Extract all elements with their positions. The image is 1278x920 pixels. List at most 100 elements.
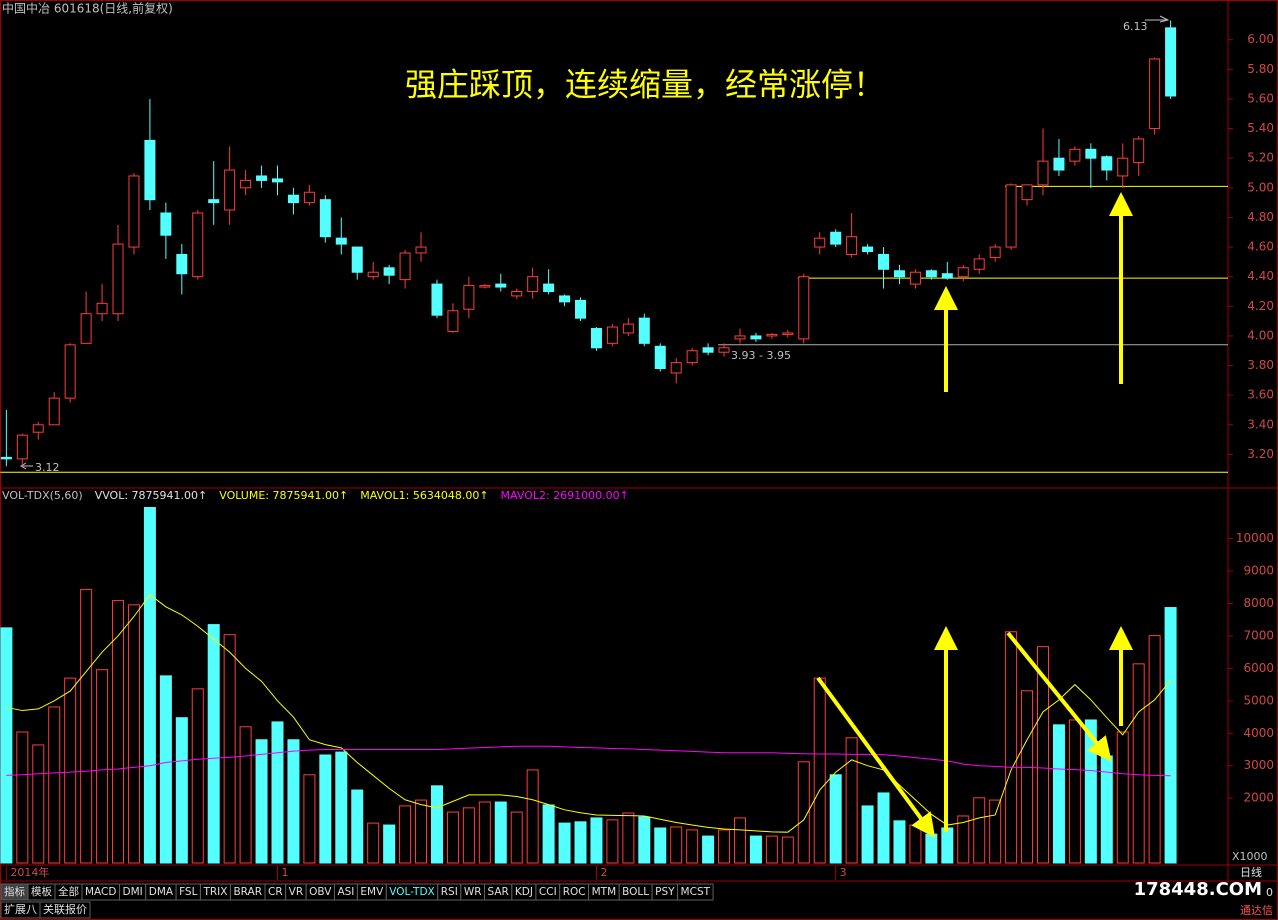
volume-bar: [574, 821, 587, 864]
candle-body: [303, 191, 315, 204]
tab-label[interactable]: BRAR: [233, 886, 262, 898]
tab-label[interactable]: OBV: [309, 886, 332, 898]
candle-body: [64, 344, 76, 399]
tab-label[interactable]: PSY: [655, 886, 675, 898]
tab-label[interactable]: 关联报价: [43, 902, 87, 916]
tab-label[interactable]: ASI: [337, 886, 354, 898]
tab-label[interactable]: KDJ: [515, 886, 533, 898]
y-tick-label: 4.20: [1247, 299, 1274, 313]
candle-body: [957, 267, 969, 278]
volume-bar: [718, 829, 731, 864]
volume-bar: [749, 835, 762, 864]
candle-body: [32, 424, 44, 433]
site-label: 178448.COM: [1134, 879, 1262, 900]
tab-label[interactable]: TRIX: [202, 886, 227, 898]
candle-body: [862, 246, 874, 253]
candle-body: [48, 397, 60, 426]
candle-body: [559, 295, 571, 303]
volume-bar: [430, 785, 443, 864]
volume-bar: [207, 624, 220, 864]
candle-body: [686, 350, 698, 364]
tab-label[interactable]: CCI: [539, 886, 557, 898]
candle-body: [208, 199, 220, 204]
candle-body: [240, 179, 252, 189]
tab-label[interactable]: CR: [268, 886, 283, 898]
candle-body: [638, 317, 650, 344]
tab[interactable]: [39, 901, 91, 919]
volume-bar: [287, 739, 300, 864]
volume-bar: [159, 675, 172, 864]
candle-body: [1165, 27, 1177, 97]
volume-bar: [319, 754, 332, 864]
tab-label[interactable]: MCST: [681, 886, 711, 898]
candle-body: [367, 271, 379, 278]
volume-bar: [1021, 690, 1034, 864]
volume-bar: [893, 820, 906, 864]
candle-body: [925, 270, 937, 278]
y-tick-label: 4.40: [1247, 269, 1274, 283]
candle-body: [160, 212, 172, 236]
tab-label[interactable]: VOL-TDX: [389, 886, 434, 898]
volume-bar: [670, 826, 683, 864]
volume-bar: [1148, 635, 1161, 864]
candle-body: [0, 456, 12, 460]
tab[interactable]: [677, 883, 714, 901]
volume-bar: [558, 822, 571, 864]
low-pointer: [20, 462, 33, 470]
candle-body: [622, 323, 634, 334]
y-tick-label: 3000: [1243, 758, 1274, 772]
tab-label[interactable]: 指标: [4, 885, 25, 898]
tab-label[interactable]: BOLL: [622, 886, 649, 898]
y-tick-label: 3.60: [1247, 388, 1274, 402]
candle-body: [575, 299, 587, 319]
candle-body: [909, 271, 921, 285]
tab-label[interactable]: WR: [464, 886, 482, 898]
candle-body: [256, 175, 268, 181]
tab-label[interactable]: DMA: [149, 886, 174, 898]
tab-label[interactable]: 模板: [31, 885, 52, 898]
y-tick-label: 4.80: [1247, 210, 1274, 224]
tab-label[interactable]: 全部: [58, 885, 79, 898]
indicator-header: VOL-TDX(5,60): [2, 489, 83, 502]
tab-label[interactable]: EMV: [360, 886, 384, 898]
indicator-header: VOLUME: 7875941.00↑: [219, 489, 348, 502]
y-tick-label: 4.60: [1247, 240, 1274, 254]
volume-bar: [223, 634, 236, 864]
candle-body: [543, 283, 555, 292]
candle-body: [590, 328, 602, 349]
x-tick-label: 1: [281, 866, 288, 879]
volume-bar: [0, 627, 13, 864]
volume-bar: [797, 761, 810, 864]
ma-line: [6, 745, 1171, 777]
y-tick-label: 3.40: [1247, 417, 1274, 431]
tab-label[interactable]: RSI: [441, 886, 458, 898]
candle-body: [112, 243, 124, 315]
y-tick-label: 5.20: [1247, 151, 1274, 165]
tab-label[interactable]: ROC: [563, 886, 586, 898]
candle-body: [335, 237, 347, 245]
tab-label[interactable]: 扩展八: [4, 902, 37, 916]
tab-label[interactable]: DMI: [122, 886, 142, 898]
volume-bar: [1037, 646, 1050, 864]
tab-label[interactable]: FSL: [179, 886, 198, 898]
volume-bar: [239, 726, 252, 864]
candle-body: [463, 285, 475, 310]
volume-bar: [542, 804, 555, 864]
candle-body: [830, 231, 842, 245]
candle-body: [511, 290, 523, 297]
tab-label[interactable]: SAR: [488, 886, 509, 898]
tab-label[interactable]: MTM: [592, 886, 617, 898]
candle-body: [224, 169, 236, 211]
volume-bar: [510, 811, 523, 864]
candle-body: [1117, 157, 1129, 177]
volume-bar: [925, 833, 938, 864]
volume-bar: [175, 717, 188, 864]
candle-body: [702, 347, 714, 353]
candle-body: [734, 335, 746, 340]
tab-label[interactable]: MACD: [85, 886, 116, 898]
volume-bar: [16, 731, 29, 864]
volume-bar: [32, 744, 45, 864]
volume-bar: [383, 824, 396, 864]
tab-label[interactable]: VR: [289, 886, 303, 898]
volume-bar: [1116, 731, 1129, 864]
